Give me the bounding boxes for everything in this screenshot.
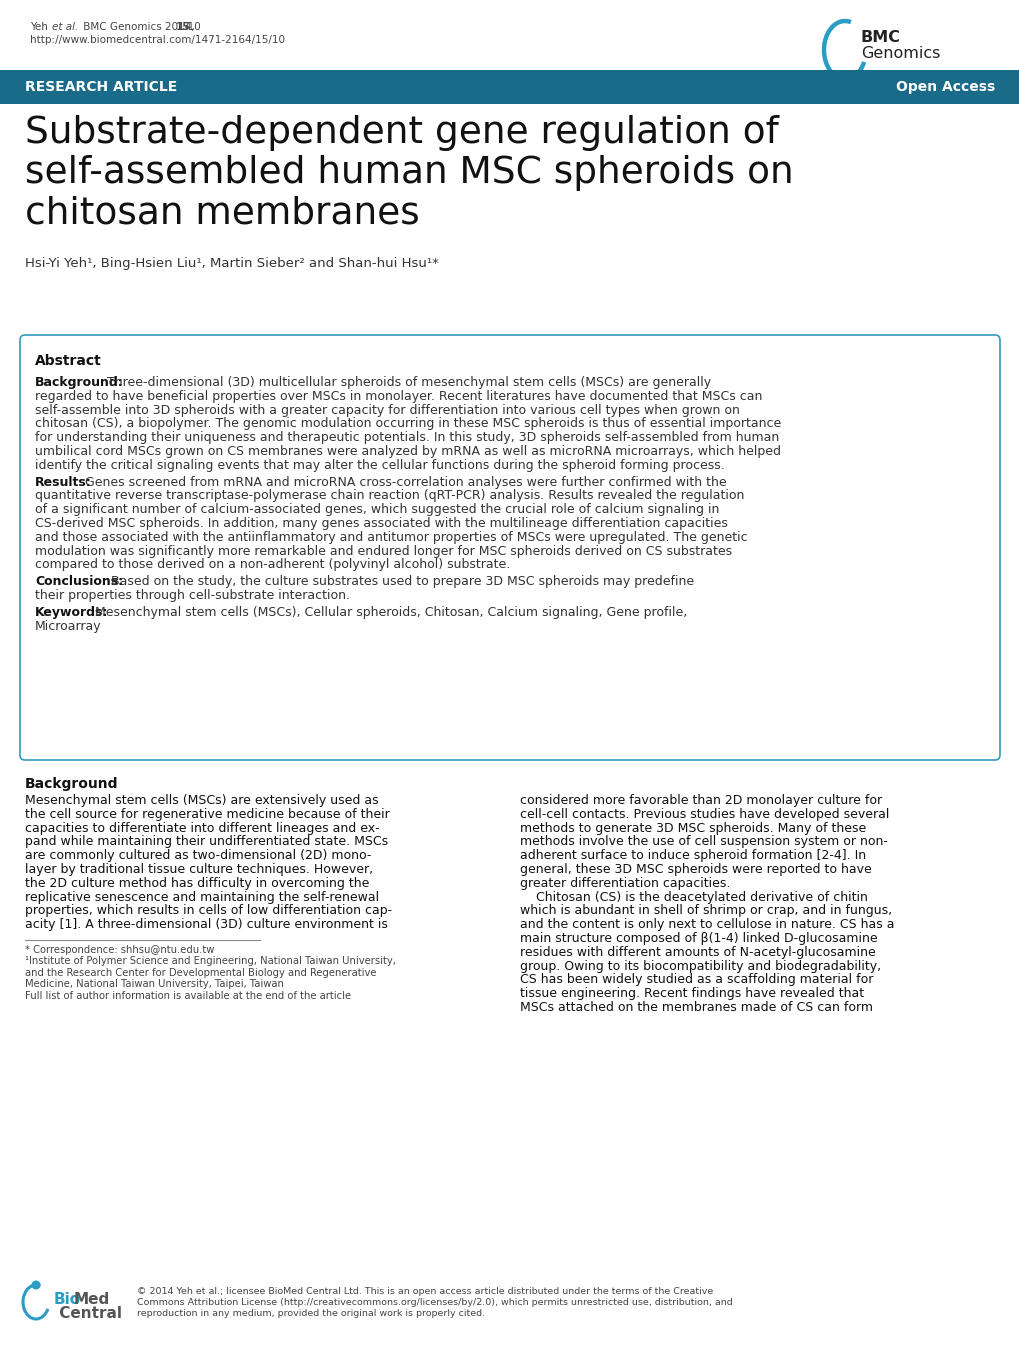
Text: modulation was significantly more remarkable and endured longer for MSC spheroid: modulation was significantly more remark… xyxy=(35,545,732,557)
Text: CS has been widely studied as a scaffolding material for: CS has been widely studied as a scaffold… xyxy=(520,973,872,987)
Text: regarded to have beneficial properties over MSCs in monolayer. Recent literature: regarded to have beneficial properties o… xyxy=(35,390,761,402)
Text: :10: :10 xyxy=(184,22,202,33)
Text: * Correspondence: shhsu@ntu.edu.tw: * Correspondence: shhsu@ntu.edu.tw xyxy=(25,945,214,955)
Text: 15: 15 xyxy=(176,22,191,33)
Text: and the content is only next to cellulose in nature. CS has a: and the content is only next to cellulos… xyxy=(520,919,894,931)
Text: Abstract: Abstract xyxy=(35,353,102,368)
Text: adherent surface to induce spheroid formation [2-4]. In: adherent surface to induce spheroid form… xyxy=(520,849,865,862)
Text: Background: Background xyxy=(25,777,118,791)
Text: the cell source for regenerative medicine because of their: the cell source for regenerative medicin… xyxy=(25,807,389,821)
Text: group. Owing to its biocompatibility and biodegradability,: group. Owing to its biocompatibility and… xyxy=(520,959,880,973)
Text: Results:: Results: xyxy=(35,476,92,489)
Text: reproduction in any medium, provided the original work is properly cited.: reproduction in any medium, provided the… xyxy=(137,1309,485,1318)
Text: umbilical cord MSCs grown on CS membranes were analyzed by mRNA as well as micro: umbilical cord MSCs grown on CS membrane… xyxy=(35,444,781,458)
Text: Commons Attribution License (http://creativecommons.org/licenses/by/2.0), which : Commons Attribution License (http://crea… xyxy=(137,1298,732,1307)
Text: Open Access: Open Access xyxy=(895,80,994,94)
Text: main structure composed of β(1-4) linked D-glucosamine: main structure composed of β(1-4) linked… xyxy=(520,932,876,945)
Text: Med: Med xyxy=(74,1292,110,1307)
Text: Medicine, National Taiwan University, Taipei, Taiwan: Medicine, National Taiwan University, Ta… xyxy=(25,980,283,989)
Text: Mesenchymal stem cells (MSCs), Cellular spheroids, Chitosan, Calcium signaling, : Mesenchymal stem cells (MSCs), Cellular … xyxy=(91,606,687,618)
Text: Microarray: Microarray xyxy=(35,620,102,632)
Text: pand while maintaining their undifferentiated state. MSCs: pand while maintaining their undifferent… xyxy=(25,836,388,848)
Text: properties, which results in cells of low differentiation cap-: properties, which results in cells of lo… xyxy=(25,904,391,917)
Text: the 2D culture method has difficulty in overcoming the: the 2D culture method has difficulty in … xyxy=(25,877,369,890)
Text: BMC Genomics 2014,: BMC Genomics 2014, xyxy=(79,22,198,33)
Text: and those associated with the antiinflammatory and antitumor properties of MSCs : and those associated with the antiinflam… xyxy=(35,531,747,544)
Text: methods to generate 3D MSC spheroids. Many of these: methods to generate 3D MSC spheroids. Ma… xyxy=(520,822,865,834)
Text: replicative senescence and maintaining the self-renewal: replicative senescence and maintaining t… xyxy=(25,890,379,904)
Circle shape xyxy=(32,1280,41,1290)
Text: capacities to differentiate into different lineages and ex-: capacities to differentiate into differe… xyxy=(25,822,379,834)
Text: identify the critical signaling events that may alter the cellular functions dur: identify the critical signaling events t… xyxy=(35,459,725,472)
Text: general, these 3D MSC spheroids were reported to have: general, these 3D MSC spheroids were rep… xyxy=(520,863,871,877)
FancyBboxPatch shape xyxy=(20,336,999,760)
Text: and the Research Center for Developmental Biology and Regenerative: and the Research Center for Developmenta… xyxy=(25,968,376,978)
Text: of a significant number of calcium-associated genes, which suggested the crucial: of a significant number of calcium-assoc… xyxy=(35,503,718,516)
Text: self-assemble into 3D spheroids with a greater capacity for differentiation into: self-assemble into 3D spheroids with a g… xyxy=(35,404,739,417)
Text: Genes screened from mRNA and microRNA cross-correlation analyses were further co: Genes screened from mRNA and microRNA cr… xyxy=(81,476,726,489)
Text: Keywords:: Keywords: xyxy=(35,606,108,618)
Text: greater differentiation capacities.: greater differentiation capacities. xyxy=(520,877,730,890)
Text: chitosan (CS), a biopolymer. The genomic modulation occurring in these MSC spher: chitosan (CS), a biopolymer. The genomic… xyxy=(35,417,781,431)
Text: considered more favorable than 2D monolayer culture for: considered more favorable than 2D monola… xyxy=(520,794,881,807)
Text: Mesenchymal stem cells (MSCs) are extensively used as: Mesenchymal stem cells (MSCs) are extens… xyxy=(25,794,378,807)
Text: methods involve the use of cell suspension system or non-: methods involve the use of cell suspensi… xyxy=(520,836,887,848)
Text: compared to those derived on a non-adherent (polyvinyl alcohol) substrate.: compared to those derived on a non-adher… xyxy=(35,559,510,571)
Text: Based on the study, the culture substrates used to prepare 3D MSC spheroids may : Based on the study, the culture substrat… xyxy=(107,575,694,588)
Text: for understanding their uniqueness and therapeutic potentials. In this study, 3D: for understanding their uniqueness and t… xyxy=(35,431,779,444)
Text: chitosan membranes: chitosan membranes xyxy=(25,194,420,231)
Text: self-assembled human MSC spheroids on: self-assembled human MSC spheroids on xyxy=(25,155,793,192)
Text: Hsi-Yi Yeh¹, Bing-Hsien Liu¹, Martin Sieber² and Shan-hui Hsu¹*: Hsi-Yi Yeh¹, Bing-Hsien Liu¹, Martin Sie… xyxy=(25,257,438,270)
Text: tissue engineering. Recent findings have revealed that: tissue engineering. Recent findings have… xyxy=(520,987,863,1000)
Text: Bio: Bio xyxy=(54,1292,82,1307)
Text: © 2014 Yeh et al.; licensee BioMed Central Ltd. This is an open access article d: © 2014 Yeh et al.; licensee BioMed Centr… xyxy=(137,1287,712,1296)
Text: cell-cell contacts. Previous studies have developed several: cell-cell contacts. Previous studies hav… xyxy=(520,807,889,821)
Text: ¹Institute of Polymer Science and Engineering, National Taiwan University,: ¹Institute of Polymer Science and Engine… xyxy=(25,957,395,966)
Text: quantitative reverse transcriptase-polymerase chain reaction (qRT-PCR) analysis.: quantitative reverse transcriptase-polym… xyxy=(35,489,744,503)
Text: MSCs attached on the membranes made of CS can form: MSCs attached on the membranes made of C… xyxy=(520,1002,872,1014)
Text: Full list of author information is available at the end of the article: Full list of author information is avail… xyxy=(25,991,351,1002)
Text: http://www.biomedcentral.com/1471-2164/15/10: http://www.biomedcentral.com/1471-2164/1… xyxy=(30,35,284,45)
Text: Chitosan (CS) is the deacetylated derivative of chitin: Chitosan (CS) is the deacetylated deriva… xyxy=(520,890,867,904)
Text: residues with different amounts of N-acetyl-glucosamine: residues with different amounts of N-ace… xyxy=(520,946,875,959)
Text: are commonly cultured as two-dimensional (2D) mono-: are commonly cultured as two-dimensional… xyxy=(25,849,371,862)
Text: which is abundant in shell of shrimp or crap, and in fungus,: which is abundant in shell of shrimp or … xyxy=(520,904,892,917)
Text: Central: Central xyxy=(54,1306,122,1321)
FancyBboxPatch shape xyxy=(0,71,1019,105)
Text: et al.: et al. xyxy=(52,22,78,33)
Text: Conclusions:: Conclusions: xyxy=(35,575,123,588)
Text: acity [1]. A three-dimensional (3D) culture environment is: acity [1]. A three-dimensional (3D) cult… xyxy=(25,919,387,931)
Text: RESEARCH ARTICLE: RESEARCH ARTICLE xyxy=(25,80,177,94)
Text: Three-dimensional (3D) multicellular spheroids of mesenchymal stem cells (MSCs) : Three-dimensional (3D) multicellular sph… xyxy=(103,376,710,389)
Text: Yeh: Yeh xyxy=(30,22,51,33)
Text: CS-derived MSC spheroids. In addition, many genes associated with the multilinea: CS-derived MSC spheroids. In addition, m… xyxy=(35,516,728,530)
Text: layer by traditional tissue culture techniques. However,: layer by traditional tissue culture tech… xyxy=(25,863,373,877)
Text: their properties through cell-substrate interaction.: their properties through cell-substrate … xyxy=(35,588,350,602)
Text: Background:: Background: xyxy=(35,376,123,389)
Text: Substrate-dependent gene regulation of: Substrate-dependent gene regulation of xyxy=(25,116,779,151)
Text: Genomics: Genomics xyxy=(860,46,940,61)
Text: BMC: BMC xyxy=(860,30,900,45)
